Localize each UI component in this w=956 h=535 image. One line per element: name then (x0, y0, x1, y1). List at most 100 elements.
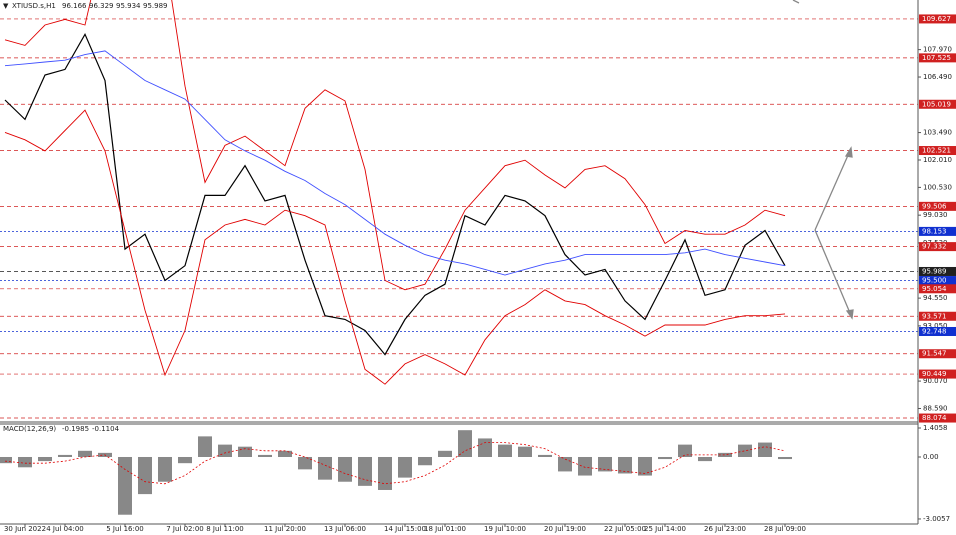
arrow-head (844, 146, 853, 158)
level-label: 105.019 (922, 100, 951, 108)
ohlc-value: 96.329 (89, 2, 114, 10)
macd-panel (0, 430, 792, 515)
macd-bar (178, 456, 192, 464)
ohlc-value: 95.989 (143, 2, 168, 10)
macd-bar (158, 456, 172, 482)
level-label: 95.989 (922, 267, 947, 275)
macd-bar (478, 438, 492, 457)
x-tick-label: 25 Jul 14:00 (644, 525, 686, 533)
ohlc-value: 95.934 (116, 2, 141, 10)
level-label-bg (919, 413, 956, 423)
level-label-bg (919, 311, 956, 321)
macd-bar (558, 456, 572, 472)
y-tick-label: 100.530 (923, 183, 952, 191)
macd-bar (718, 452, 732, 457)
ohlc-value: 96.166 (62, 2, 87, 10)
macd-bar (0, 456, 12, 464)
macd-bar (758, 442, 772, 457)
level-label-bg (919, 326, 956, 336)
ohlc-readout: 96.166 96.329 95.934 95.989 (62, 2, 168, 10)
macd-bar (578, 456, 592, 476)
y-tick-label: 1.4058 (923, 424, 948, 432)
level-label-bg (919, 284, 956, 294)
arrow-down (814, 229, 851, 314)
header-marker: ▼ (3, 2, 9, 10)
macd-bar (678, 444, 692, 457)
level-label: 102.521 (922, 147, 951, 155)
macd-bar (258, 454, 272, 457)
macd-bar (778, 456, 792, 460)
macd-bar (638, 456, 652, 476)
macd-bar (38, 456, 52, 462)
signal-line (4, 442, 786, 485)
y-tick-label: -3.0057 (923, 515, 950, 523)
level-label-bg (919, 14, 956, 24)
symbol-title: XTIUSD.s,H1 (12, 2, 56, 10)
macd-bar (298, 456, 312, 470)
level-label: 95.054 (922, 285, 947, 293)
macd-bar (58, 454, 72, 457)
level-label: 88.074 (922, 414, 947, 422)
y-tick-label: 88.590 (923, 404, 948, 412)
macd-bar (458, 430, 472, 457)
y-tick-label: 102.010 (923, 156, 952, 164)
x-tick-label: 30 Jun 2022 (4, 525, 46, 533)
macd-bar (598, 456, 612, 472)
y-tick-label: 107.970 (923, 46, 952, 54)
macd-bar (118, 456, 132, 515)
level-label: 97.332 (922, 243, 947, 251)
macd-bar (18, 456, 32, 468)
main-panel (0, 0, 918, 419)
macd-bar (498, 444, 512, 457)
x-tick-label: 11 Jul 20:00 (264, 525, 306, 533)
y-tick-label: 90.070 (923, 377, 948, 385)
macd-bar (398, 456, 412, 478)
macd-bar (518, 446, 532, 457)
macd-title: MACD(12,26,9) (3, 425, 56, 433)
x-tick-label: 7 Jul 02:00 (166, 525, 204, 533)
level-label-bg (919, 266, 956, 276)
indicator-line (4, 50, 786, 276)
x-tick-label: 22 Jul 05:00 (604, 525, 646, 533)
level-label: 109.627 (922, 15, 951, 23)
macd-bar (138, 456, 152, 495)
macd-bar (738, 444, 752, 457)
macd-bar (358, 456, 372, 486)
x-tick-label: 14 Jul 15:00 (384, 525, 426, 533)
level-label: 95.500 (922, 277, 947, 285)
y-tick-label: 94.550 (923, 294, 948, 302)
macd-bar (198, 436, 212, 457)
level-label-bg (919, 146, 956, 156)
arrow-top (792, 0, 800, 4)
macd-value: -0.1104 (92, 425, 120, 433)
trend-arrows (792, 0, 854, 320)
macd-bar (538, 454, 552, 457)
macd-bar (378, 456, 392, 490)
level-label: 107.525 (922, 54, 951, 62)
axes (0, 0, 919, 525)
x-tick-label: 13 Jul 06:00 (324, 525, 366, 533)
level-label-bg (919, 349, 956, 359)
x-tick-label: 5 Jul 16:00 (106, 525, 144, 533)
macd-bar (338, 456, 352, 482)
macd-bar (658, 456, 672, 460)
level-label: 90.449 (922, 370, 947, 378)
level-label: 92.748 (922, 327, 947, 335)
macd-bar (218, 444, 232, 457)
macd-bar (78, 450, 92, 457)
x-tick-label: 4 Jul 04:00 (46, 525, 84, 533)
macd-bar (238, 446, 252, 457)
macd-bar (418, 456, 432, 466)
x-tick-label: 28 Jul 09:00 (764, 525, 806, 533)
x-tick-label: 19 Jul 10:00 (484, 525, 526, 533)
level-label: 99.506 (922, 202, 947, 210)
arrow-up (814, 152, 850, 231)
level-label-bg (919, 242, 956, 252)
level-label: 91.547 (922, 350, 947, 358)
level-label-bg (919, 276, 956, 286)
y-tick-label: 103.490 (923, 129, 952, 137)
macd-bar (318, 456, 332, 480)
level-label: 98.153 (922, 227, 947, 235)
x-tick-label: 8 Jul 11:00 (206, 525, 244, 533)
